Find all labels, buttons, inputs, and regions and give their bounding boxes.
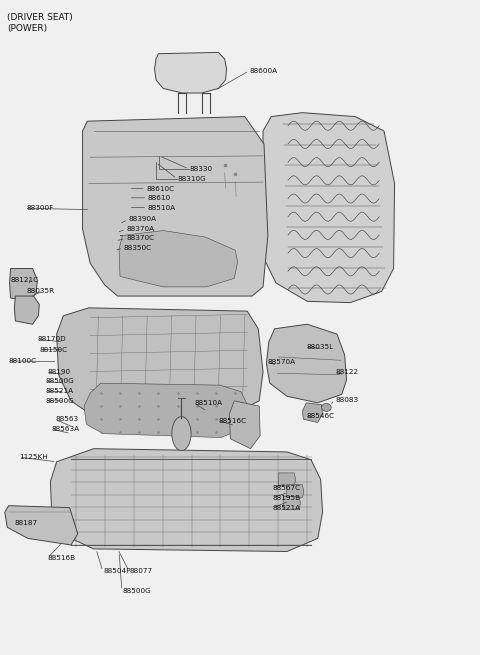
Polygon shape (229, 401, 260, 449)
Text: 88100C: 88100C (9, 358, 37, 364)
Text: 88170D: 88170D (37, 336, 66, 343)
Text: 88521A: 88521A (273, 505, 301, 512)
Polygon shape (278, 473, 296, 486)
Text: 88035L: 88035L (306, 344, 334, 350)
Polygon shape (119, 231, 238, 287)
Polygon shape (14, 296, 39, 324)
Text: 88504P: 88504P (103, 568, 131, 574)
Text: 88121C: 88121C (11, 277, 39, 284)
Polygon shape (155, 52, 227, 93)
Polygon shape (302, 403, 323, 422)
Text: (DRIVER SEAT): (DRIVER SEAT) (7, 13, 73, 22)
Polygon shape (50, 449, 323, 552)
Text: 88610C: 88610C (146, 185, 175, 192)
Ellipse shape (322, 403, 331, 411)
Text: 88122: 88122 (335, 369, 358, 375)
Polygon shape (287, 485, 304, 498)
Text: 88370C: 88370C (126, 235, 155, 242)
Polygon shape (10, 269, 37, 301)
Text: 88300F: 88300F (26, 205, 54, 212)
Polygon shape (57, 308, 263, 418)
Text: 88370A: 88370A (126, 226, 155, 233)
Text: 88500G: 88500G (46, 378, 74, 384)
Text: 88190: 88190 (47, 369, 70, 375)
Ellipse shape (172, 417, 191, 451)
Polygon shape (283, 496, 300, 510)
Text: 88195B: 88195B (273, 495, 301, 501)
Polygon shape (263, 113, 395, 303)
Text: 88570A: 88570A (268, 358, 296, 365)
Text: 88187: 88187 (14, 519, 37, 526)
Text: 88510A: 88510A (148, 204, 176, 211)
Polygon shape (266, 324, 347, 403)
Text: 88563: 88563 (55, 416, 78, 422)
Polygon shape (5, 506, 78, 545)
Text: 88600A: 88600A (250, 67, 278, 74)
Text: 88150C: 88150C (39, 346, 68, 353)
Text: 88510A: 88510A (194, 400, 223, 406)
Text: 88330: 88330 (190, 166, 213, 172)
Text: 88083: 88083 (335, 396, 358, 403)
Text: 88610: 88610 (148, 195, 171, 201)
Text: 88567C: 88567C (273, 485, 301, 491)
Text: 88310G: 88310G (178, 176, 206, 182)
Text: 88035R: 88035R (26, 288, 55, 294)
Text: 88516C: 88516C (218, 417, 247, 424)
Text: 88516B: 88516B (48, 555, 76, 561)
Polygon shape (83, 117, 268, 296)
Text: 88563A: 88563A (52, 426, 80, 432)
Text: 88521A: 88521A (46, 388, 74, 394)
Text: 88546C: 88546C (306, 413, 335, 419)
Polygon shape (84, 383, 249, 438)
Text: 88390A: 88390A (129, 216, 157, 223)
Text: 88077: 88077 (130, 568, 153, 574)
Text: 88350C: 88350C (124, 245, 152, 252)
Text: 1125KH: 1125KH (19, 454, 48, 460)
Text: (POWER): (POWER) (7, 24, 48, 33)
Text: 88500G: 88500G (122, 588, 151, 594)
Text: 88500G: 88500G (46, 398, 74, 404)
